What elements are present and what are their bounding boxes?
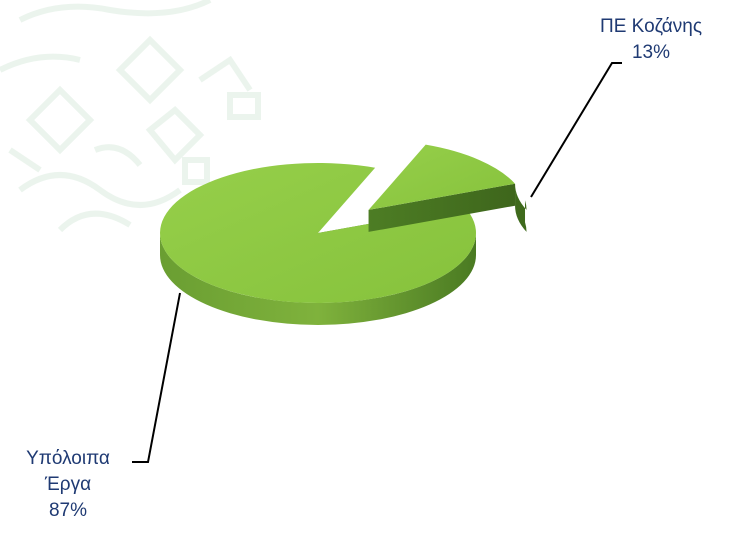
data-label-ypoloipa: Υπόλοιπα Έργα 87% [6, 446, 130, 524]
slice-name-ypoloipa-line1: Υπόλοιπα [26, 448, 110, 469]
slice-percent-kozani: 13% [631, 42, 671, 63]
slice-name-kozani: ΠΕ Κοζάνης [600, 16, 702, 37]
leader-line-ypoloipa [132, 292, 181, 463]
data-label-kozani: ΠΕ Κοζάνης 13% [580, 14, 722, 66]
pie-slice-ypoloipa-side [160, 233, 476, 325]
slice-name-ypoloipa-line2: Έργα [44, 474, 92, 495]
pie-slice-ypoloipa-top [160, 163, 476, 303]
pie-slice-kozani-top [368, 144, 516, 210]
pie-slice-kozani-cut-face [368, 183, 516, 232]
pie-slice-kozani [368, 144, 527, 232]
leader-line-kozani [530, 62, 622, 198]
pie-slice-kozani-side [515, 183, 527, 232]
pie-chart [160, 144, 527, 325]
decorative-pattern-watermark [0, 0, 261, 233]
leader-lines [132, 62, 622, 463]
slice-percent-ypoloipa: 87% [48, 500, 88, 521]
